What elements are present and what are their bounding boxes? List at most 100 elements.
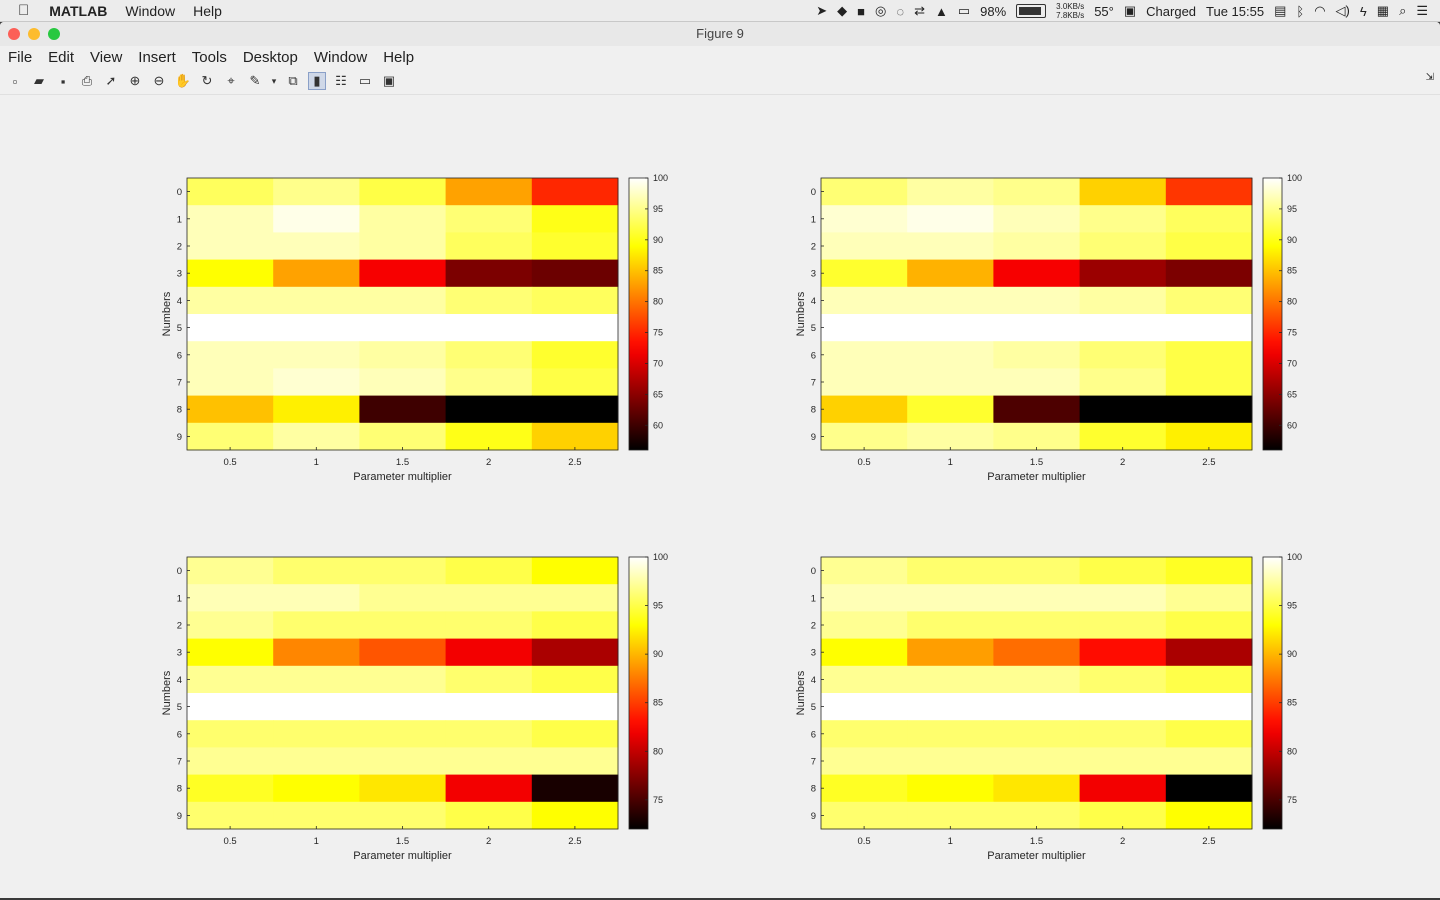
apple-menu-icon[interactable]: : [18, 2, 29, 19]
heatmap-cell: [359, 422, 447, 451]
colorbar-tick-label: 65: [653, 389, 663, 399]
system-menu-window[interactable]: Window: [114, 2, 175, 19]
colorbar-tick-label: 100: [1287, 552, 1302, 562]
heatmap-cell: [821, 693, 908, 721]
heatmap-cell: [1079, 422, 1167, 451]
battery-icon[interactable]: [1016, 4, 1047, 18]
menu-desktop[interactable]: Desktop: [242, 48, 298, 66]
minimize-window-button[interactable]: [28, 28, 40, 40]
bluetooth-icon[interactable]: ᛒ: [1296, 3, 1305, 19]
menu-edit[interactable]: Edit: [48, 48, 75, 66]
brush-icon[interactable]: ✎: [249, 73, 261, 88]
y-tick-label: 7: [811, 378, 816, 389]
colorbar[interactable]: 60 65 70 75 80 85 90 95 100: [1262, 173, 1302, 451]
y-tick-label: 1: [177, 214, 182, 225]
network-tool-icon[interactable]: ⇄: [914, 3, 925, 18]
link-plot-icon[interactable]: ⧉: [288, 73, 298, 88]
brush-dropdown-icon[interactable]: ▾: [271, 75, 277, 86]
heatmap-subplot-3[interactable]: 0 1 2 3 4 5 6 7 8 9 0.5 1 1.5 2 2.5 Parameter multiplie…: [161, 552, 668, 862]
colorbar-tick-label: 85: [653, 266, 663, 276]
heatmap-cell: [907, 205, 994, 233]
flag-icon[interactable]: ▦: [1376, 3, 1390, 18]
heatmap-cell: [273, 584, 360, 612]
colorbar[interactable]: 75 80 85 90 95 100: [628, 552, 668, 830]
hide-plot-tools-icon[interactable]: ▭: [358, 73, 372, 88]
navigation-icon[interactable]: ➤: [816, 3, 828, 18]
notification-center-icon[interactable]: ☰: [1416, 3, 1428, 18]
heatmap-cell: [273, 178, 360, 206]
heatmap-cell: [531, 205, 619, 233]
menu-tools[interactable]: Tools: [191, 48, 227, 66]
heatmap-cell: [1165, 665, 1253, 694]
heatmap-cell: [993, 774, 1081, 803]
data-cursor-icon[interactable]: ⌖: [227, 73, 235, 88]
heatmap-cell: [445, 259, 533, 288]
heatmap-cell: [993, 584, 1081, 612]
heatmap-subplot-4[interactable]: 0 1 2 3 4 5 6 7 8 9 0.5 1 1.5 2 2.5 Parameter multiplie…: [795, 552, 1302, 862]
power-icon[interactable]: ϟ: [1359, 3, 1367, 19]
heatmap-cell: [187, 638, 274, 667]
y-tick-label: 6: [811, 350, 816, 361]
wifi-icon[interactable]: ◠: [1314, 3, 1326, 18]
colorbar-icon[interactable]: ▮: [308, 72, 326, 90]
menu-view[interactable]: View: [90, 48, 123, 66]
heatmap-cell: [1165, 368, 1253, 397]
close-window-button[interactable]: [8, 28, 20, 40]
clock[interactable]: Tue 15:55: [1206, 3, 1265, 19]
heatmap-cell: [821, 368, 908, 397]
colorbar[interactable]: 60 65 70 75 80 85 90 95 100: [628, 173, 668, 451]
keyboard-icon[interactable]: ▤: [1274, 3, 1287, 18]
inbox-icon[interactable]: ▭: [957, 3, 971, 18]
x-tick-label: 2.5: [568, 836, 581, 847]
volume-icon[interactable]: ◁): [1335, 3, 1350, 18]
zoom-in-icon[interactable]: ⊕: [129, 73, 141, 88]
save-icon[interactable]: ▪: [60, 73, 66, 89]
system-menu-help[interactable]: Help: [181, 2, 222, 19]
charge-status[interactable]: Charged: [1146, 3, 1197, 19]
select-arrow-icon[interactable]: ➚: [105, 73, 117, 88]
heatmap-cell: [1079, 259, 1167, 288]
open-file-icon[interactable]: ▰: [34, 73, 44, 88]
colorbar-tick-label: 80: [1287, 746, 1297, 756]
menu-window[interactable]: Window: [313, 48, 368, 66]
legend-icon[interactable]: ☷: [335, 73, 347, 88]
heatmap-cell: [445, 665, 533, 694]
y-tick-label: 9: [811, 432, 816, 443]
zoom-out-icon[interactable]: ⊖: [153, 73, 165, 88]
dropbox-icon[interactable]: ◆: [837, 3, 848, 18]
zoom-window-button[interactable]: [48, 28, 60, 40]
heatmap-cell: [273, 665, 360, 694]
app-menu[interactable]: MATLAB: [38, 2, 107, 19]
heatmap-cell: [445, 774, 533, 803]
drive-icon[interactable]: ▲: [934, 3, 948, 19]
heatmap-cell: [273, 611, 360, 640]
menu-file[interactable]: File: [8, 48, 33, 66]
colorbar[interactable]: 75 80 85 90 95 100: [1262, 552, 1302, 830]
dock-arrow-icon[interactable]: ⇲: [1425, 72, 1434, 83]
new-figure-icon[interactable]: ▫: [12, 73, 18, 89]
rotate-3d-icon[interactable]: ↻: [201, 73, 213, 88]
heatmap-cell: [1165, 395, 1253, 424]
figure-canvas[interactable]: 0 1 2 3 4 5 6 7 8 9 0.5 1 1.5 2 2.5 Parameter multiplie…: [0, 102, 1440, 898]
show-plot-tools-icon[interactable]: ▣: [382, 73, 396, 88]
spotlight-search-icon[interactable]: ⌕: [1399, 3, 1407, 18]
heatmap-subplot-1[interactable]: 0 1 2 3 4 5 6 7 8 9 0.5 1 1.5 2 2.5 Parameter multiplie…: [161, 173, 668, 483]
heatmap-cell: [531, 395, 619, 424]
menu-insert[interactable]: Insert: [138, 48, 176, 66]
menu-help[interactable]: Help: [383, 48, 415, 66]
sync-icon[interactable]: ◎: [874, 3, 887, 18]
clipboard-icon[interactable]: ◌: [896, 3, 905, 19]
heatmap-cell: [821, 232, 908, 261]
x-tick-label: 1.5: [396, 457, 409, 468]
print-icon[interactable]: ⎙: [81, 73, 93, 88]
pan-hand-icon[interactable]: ✋: [174, 73, 192, 88]
heatmap-cell: [445, 747, 533, 776]
heatmap-cell: [359, 286, 447, 315]
colorbar-tick-label: 90: [1287, 235, 1297, 245]
bag-icon[interactable]: ■: [857, 3, 865, 19]
heatmap-cell: [821, 286, 908, 315]
y-tick-label: 3: [811, 269, 816, 280]
heatmap-subplot-2[interactable]: 0 1 2 3 4 5 6 7 8 9 0.5 1 1.5 2 2.5 Parameter multiplie…: [795, 173, 1302, 483]
heatmap-cell: [907, 638, 994, 667]
heatmap-cell: [187, 259, 274, 288]
